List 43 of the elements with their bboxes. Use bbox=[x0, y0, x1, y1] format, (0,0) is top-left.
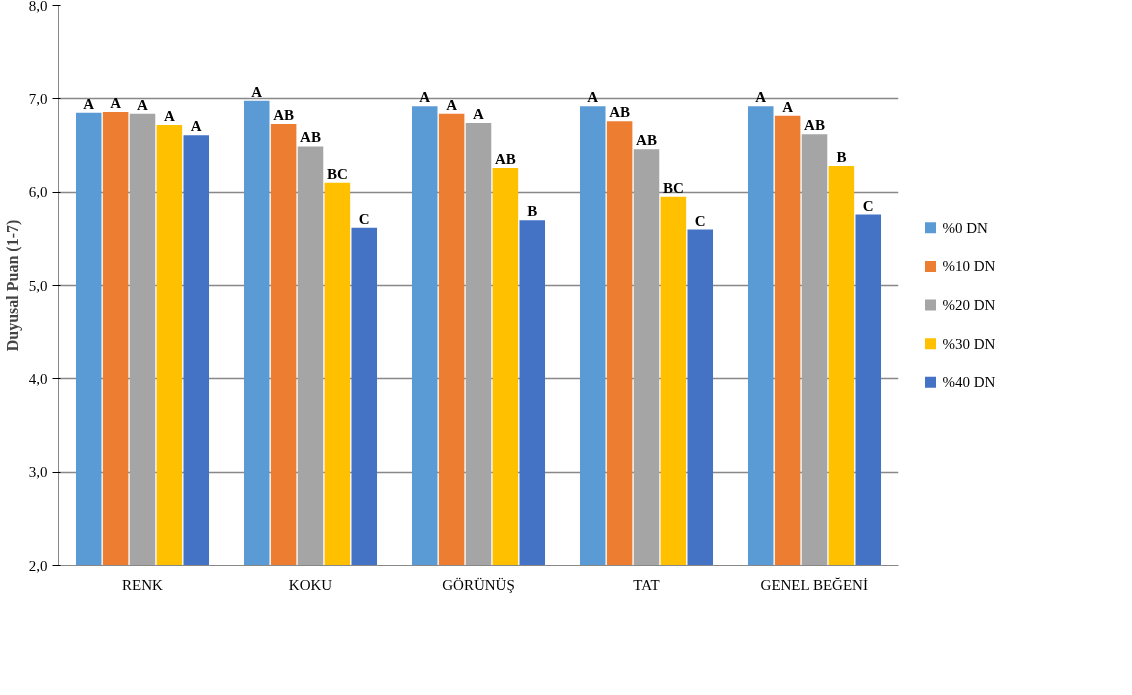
data-label: BC bbox=[326, 165, 348, 182]
data-label: AB bbox=[609, 104, 631, 121]
y-tick-label: 8,0 bbox=[28, 0, 48, 14]
legend-label: %10 DN bbox=[942, 258, 996, 275]
x-tick-label: GÖRÜNÜŞ bbox=[442, 576, 515, 593]
data-label: A bbox=[446, 96, 458, 113]
y-tick-label: 5,0 bbox=[28, 277, 48, 294]
data-label: AB bbox=[804, 117, 825, 134]
data-label: AB bbox=[494, 150, 516, 167]
data-label: A bbox=[251, 83, 263, 100]
data-label: C bbox=[358, 210, 370, 227]
legend-label: %40 DN bbox=[942, 374, 996, 391]
data-label: BC bbox=[662, 179, 684, 196]
data-label: C bbox=[862, 197, 874, 214]
data-label: A bbox=[190, 118, 202, 135]
x-tick-label: RENK bbox=[122, 576, 164, 593]
data-label: A bbox=[137, 96, 149, 113]
data-label: AB bbox=[300, 129, 321, 146]
y-tick-label: 7,0 bbox=[28, 90, 48, 107]
data-label: A bbox=[755, 89, 767, 106]
y-tick-label: 2,0 bbox=[28, 557, 48, 574]
x-tick-label: KOKU bbox=[288, 576, 333, 593]
data-label: A bbox=[782, 98, 794, 115]
y-tick-label: 4,0 bbox=[28, 370, 48, 387]
data-label: B bbox=[527, 203, 538, 220]
data-label: AB bbox=[273, 107, 295, 124]
data-label: A bbox=[83, 95, 95, 112]
y-tick-label: 3,0 bbox=[28, 464, 48, 481]
legend-label: %30 DN bbox=[942, 335, 996, 352]
data-label: A bbox=[419, 89, 431, 106]
data-label: A bbox=[473, 106, 485, 123]
data-label: AB bbox=[636, 132, 657, 149]
y-axis-title: Duyusal Puan (1-7) bbox=[3, 219, 22, 352]
data-label: A bbox=[163, 107, 175, 124]
x-tick-label: TAT bbox=[633, 576, 660, 593]
legend-label: %20 DN bbox=[942, 297, 996, 314]
data-label: A bbox=[110, 94, 122, 111]
data-label: C bbox=[694, 212, 706, 229]
legend-label: %0 DN bbox=[942, 219, 989, 236]
data-label: B bbox=[836, 149, 847, 166]
y-tick-label: 6,0 bbox=[28, 184, 48, 201]
data-label: A bbox=[587, 89, 599, 106]
x-tick-label: GENEL BEĞENİ bbox=[760, 576, 868, 593]
